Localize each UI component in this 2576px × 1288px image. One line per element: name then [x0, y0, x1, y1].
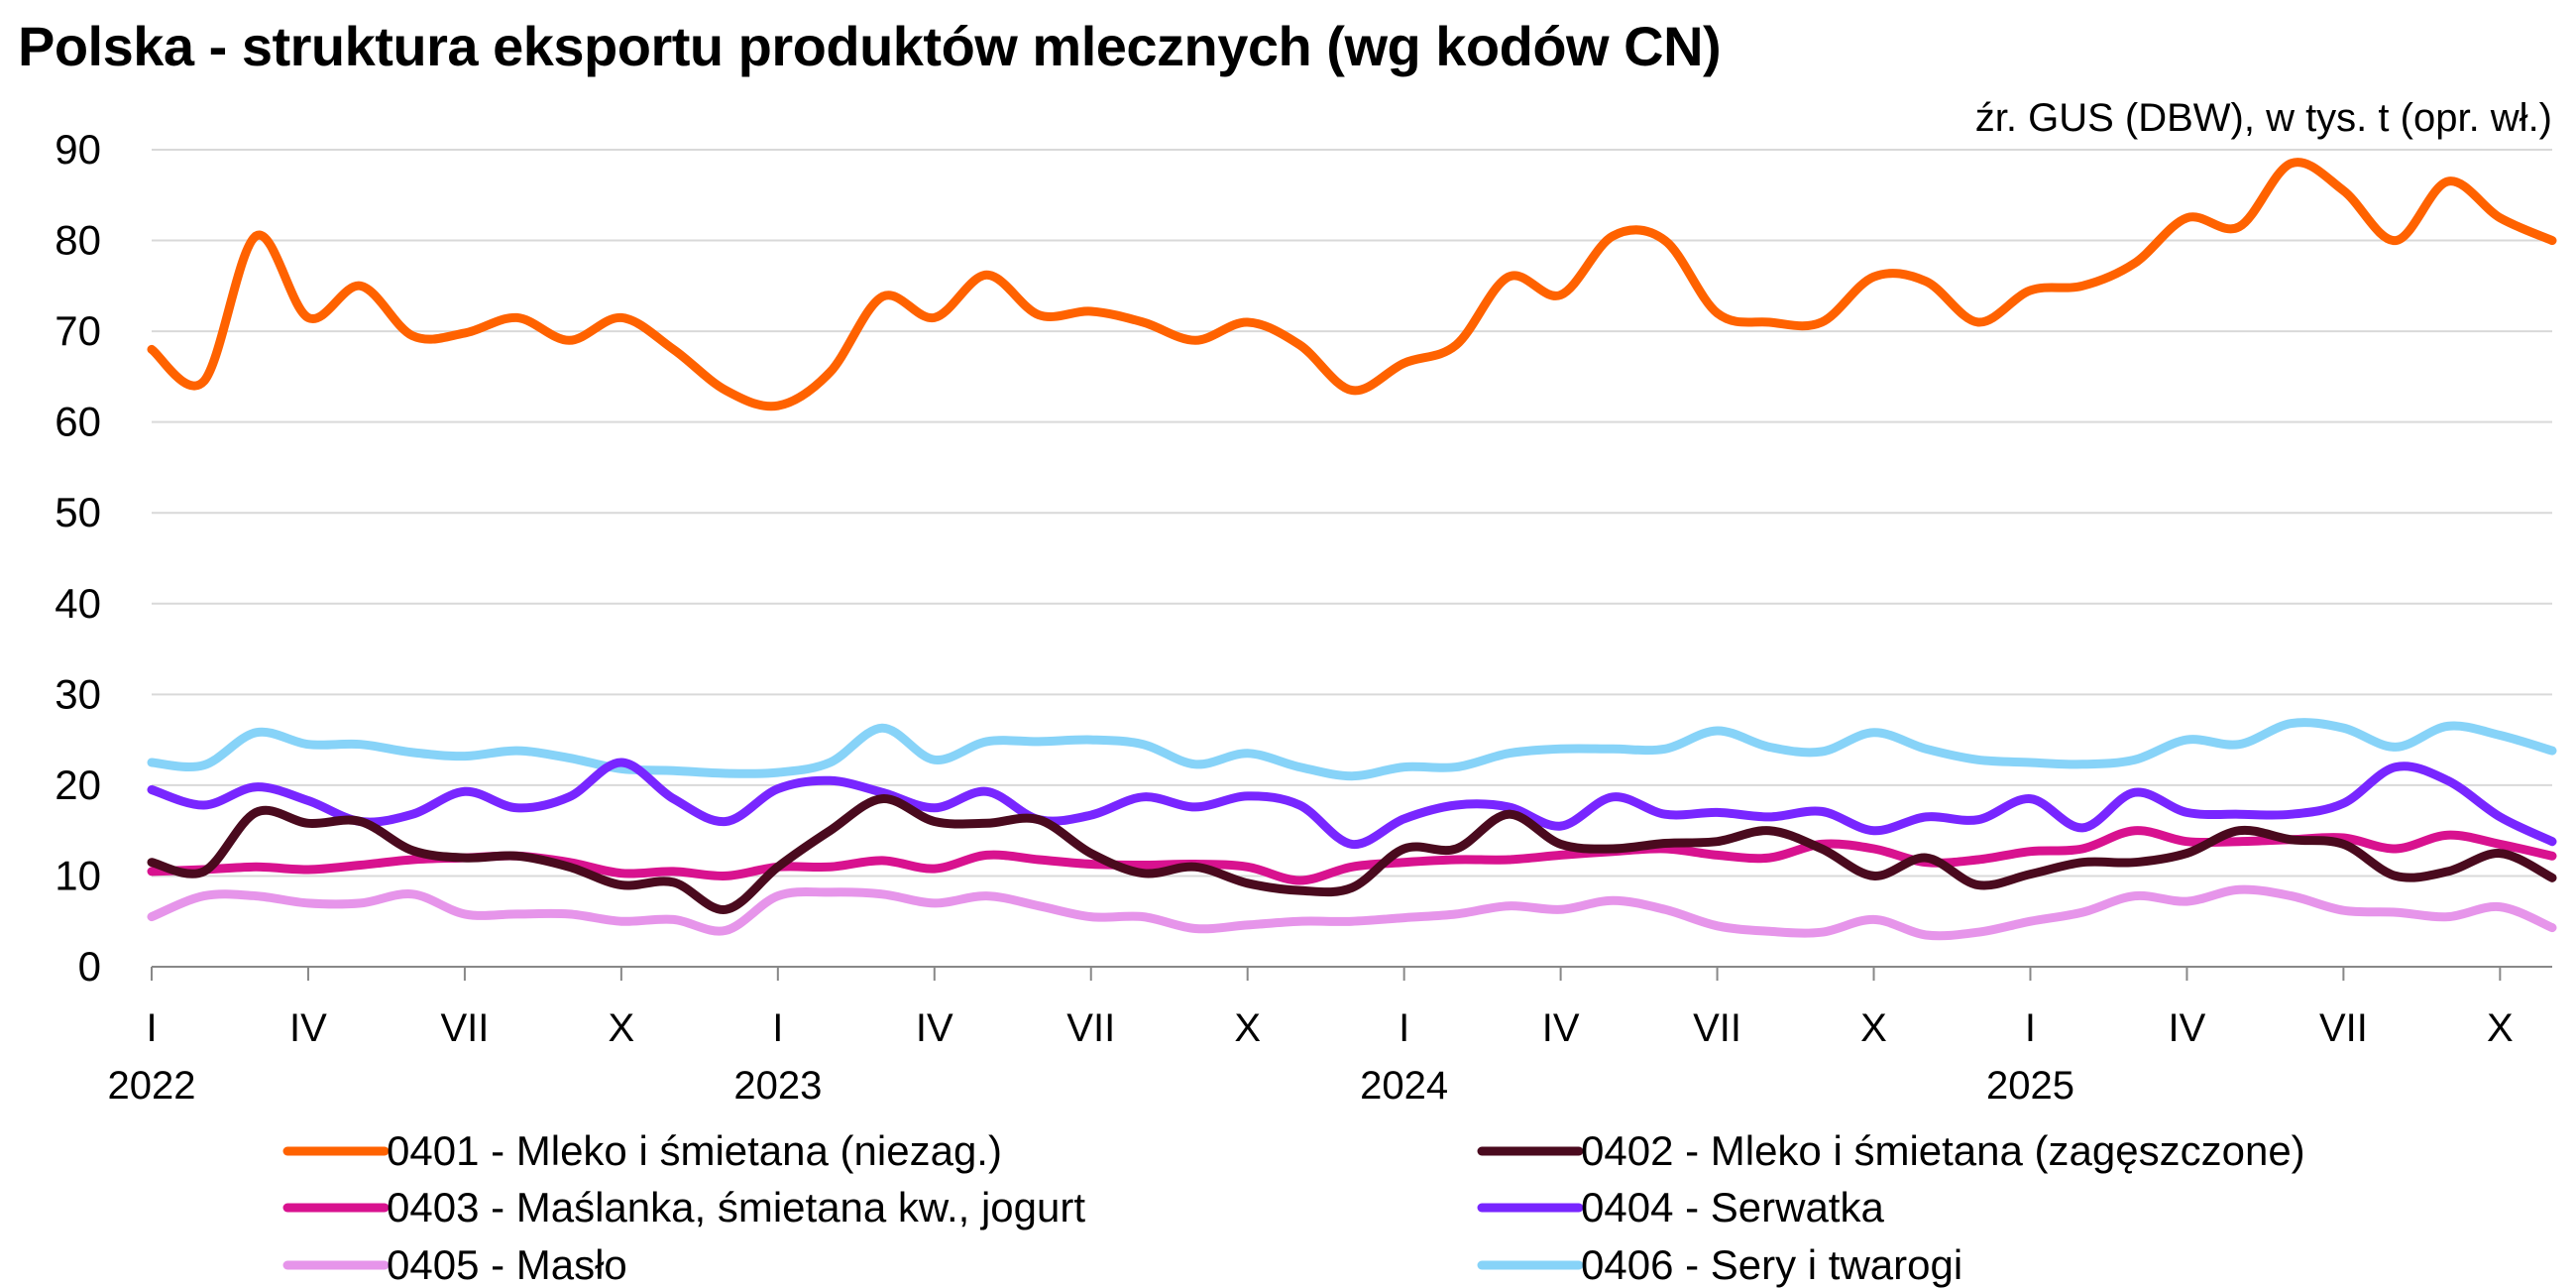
x-tick-label: VII: [1066, 1006, 1115, 1050]
y-tick-label: 30: [55, 670, 101, 717]
legend-label-0406: 0406 - Sery i twarogi: [1581, 1241, 1962, 1288]
x-year-label: 2023: [733, 1064, 822, 1108]
legend-label-0401: 0401 - Mleko i śmietana (niezag.): [387, 1127, 1002, 1174]
series-lines: [147, 158, 2557, 941]
x-year-label: 2024: [1360, 1064, 1448, 1108]
x-tick-label: I: [1399, 1006, 1409, 1050]
x-tick-label: X: [2487, 1006, 2514, 1050]
x-tick-label: IV: [1542, 1006, 1580, 1050]
legend: 0401 - Mleko i śmietana (niezag.) 0402 - …: [282, 1127, 2305, 1288]
x-tick-label: VII: [2319, 1006, 2368, 1050]
legend-label-0402: 0402 - Mleko i śmietana (zagęszczone): [1581, 1127, 2305, 1174]
series-line-0405: [147, 884, 2557, 941]
chart-subtitle: źr. GUS (DBW), w tys. t (opr. wł.): [1975, 96, 2552, 140]
x-year-label: 2022: [108, 1064, 196, 1108]
x-tick-label: X: [1234, 1006, 1261, 1050]
x-tick-label: I: [772, 1006, 783, 1050]
x-tick-label: IV: [289, 1006, 327, 1050]
axes: 0 10 20 30 40 50 60 70 80 90 I 2022 IV VII X I 2023 IV VII…: [55, 126, 2552, 1108]
y-tick-label: 20: [55, 761, 101, 808]
y-tick-label: 70: [55, 307, 101, 354]
x-tick-label: IV: [916, 1006, 953, 1050]
series-line-0401: [147, 158, 2557, 411]
y-tick-label: 90: [55, 126, 101, 173]
y-tick-label: 60: [55, 399, 101, 445]
y-tick-label: 10: [55, 852, 101, 898]
x-tick-label: X: [1860, 1006, 1887, 1050]
legend-label-0403: 0403 - Maślanka, śmietana kw., jogurt: [387, 1184, 1085, 1230]
y-tick-label: 40: [55, 580, 101, 627]
legend-label-0405: 0405 - Masło: [387, 1241, 627, 1288]
series-line-0402: [147, 794, 2557, 914]
x-year-label: 2025: [1986, 1064, 2074, 1108]
y-tick-label: 80: [55, 217, 101, 264]
gridlines: [152, 149, 2552, 878]
chart-title: Polska - struktura eksportu produktów ml…: [18, 15, 1722, 77]
x-tick-label: I: [146, 1006, 157, 1050]
y-tick-label: 50: [55, 489, 101, 535]
x-tick-label: I: [2025, 1006, 2036, 1050]
x-tick-label: X: [609, 1006, 635, 1050]
legend-label-0404: 0404 - Serwatka: [1581, 1184, 1884, 1230]
series-line-0406: [147, 718, 2557, 781]
x-tick-label: VII: [1693, 1006, 1741, 1050]
series-line-0404: [147, 758, 2557, 849]
x-tick-label: IV: [2169, 1006, 2206, 1050]
y-tick-label: 0: [78, 943, 101, 990]
x-tick-label: VII: [440, 1006, 489, 1050]
